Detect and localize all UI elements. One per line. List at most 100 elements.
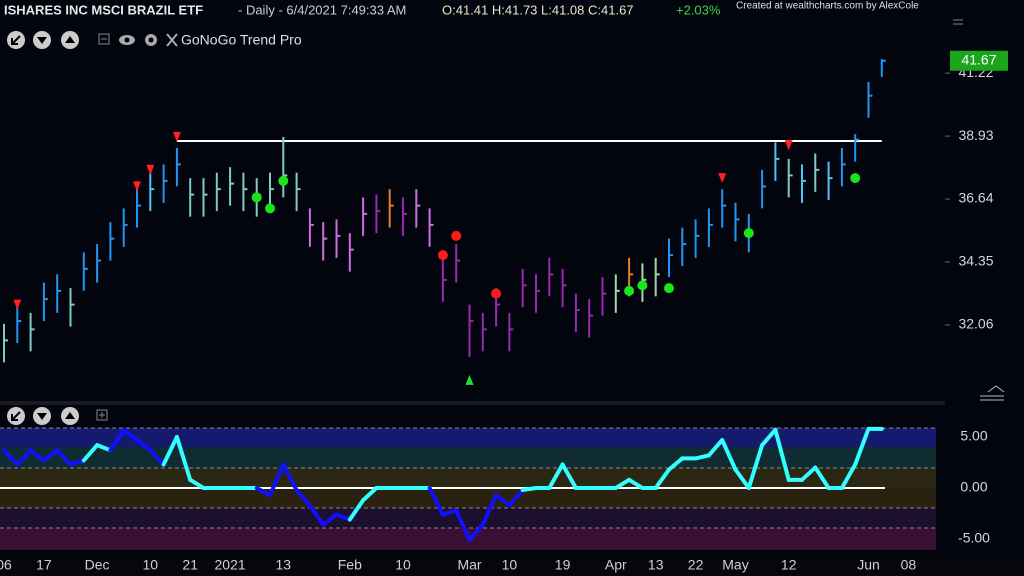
signal-dot	[451, 230, 462, 241]
y-tick-label: 38.93	[958, 127, 993, 143]
signal-dot	[491, 288, 502, 299]
x-tick-label: 08	[901, 557, 917, 573]
x-tick-label: 17	[36, 557, 52, 573]
signal-down	[784, 140, 793, 151]
oscillator-segment	[520, 485, 538, 493]
x-tick-label: Jun	[857, 557, 880, 573]
x-tick-label: 10	[502, 557, 518, 573]
x-tick-label: Dec	[85, 557, 110, 573]
oscillator-segment	[55, 448, 73, 467]
x-tick-label: 21	[182, 557, 198, 573]
oscillator-segment	[800, 465, 818, 482]
axis-icon	[953, 19, 963, 25]
x-tick-label: 22	[688, 557, 704, 573]
x-tick-label: 12	[781, 557, 797, 573]
lower-toolbar[interactable]	[7, 407, 108, 425]
oscillator-segment	[480, 493, 499, 527]
last-price-label: 41.67	[961, 51, 996, 67]
oscillator-segment	[174, 434, 193, 482]
oscillator-segment	[95, 443, 113, 453]
oscillator-zones	[0, 427, 936, 550]
oscillator-segment	[746, 443, 765, 490]
signal-down	[133, 181, 141, 192]
oscillator-segment	[773, 427, 791, 482]
signal-down	[718, 173, 727, 184]
oscillator-segment	[2, 448, 20, 467]
x-tick-label: May	[722, 557, 748, 573]
y-tick-label: 0.00	[960, 479, 987, 495]
x-tick-label: Apr	[605, 557, 627, 573]
indicator-name: GoNoGo Trend Pro	[181, 32, 302, 48]
x-tick-label: Mar	[457, 557, 481, 573]
signal-down	[172, 131, 181, 142]
oscillator-segment	[454, 508, 472, 543]
change: +2.03%	[676, 2, 721, 17]
signal-dot	[251, 192, 262, 203]
oscillator-segment	[334, 512, 352, 522]
oscillator-segment	[135, 438, 153, 453]
oscillator-segment	[254, 485, 272, 498]
subtitle: - Daily - 6/4/2021 7:49:33 AM	[238, 2, 406, 17]
oscillator-segment	[667, 456, 685, 472]
oscillator-segment	[81, 443, 100, 463]
x-axis-strip	[0, 553, 1024, 576]
oscillator-segment	[121, 427, 139, 443]
oscillator-segment	[839, 462, 858, 490]
oscillator-segment	[294, 488, 312, 508]
oscillator-segment	[15, 448, 33, 467]
oscillator-segment	[507, 488, 525, 508]
oscillator-segment	[188, 477, 206, 490]
oscillator-segment	[760, 427, 778, 448]
oscillator-segment	[361, 485, 379, 503]
toolbar[interactable]	[7, 31, 178, 49]
oscillator-segment	[268, 462, 286, 498]
axis-icon	[980, 385, 1005, 401]
oscillator-segment	[494, 493, 512, 508]
oscillator-segment	[813, 465, 831, 490]
ohlc-text: O:41.41 H:41.73 L:41.08 C:41.67	[442, 2, 634, 17]
x-tick-label: 10	[143, 557, 159, 573]
oscillator-segment	[613, 477, 632, 490]
signal-dot	[437, 250, 448, 261]
y-tick-label: 5.00	[960, 428, 987, 444]
signal-dot	[664, 283, 674, 294]
x-tick-label: 13	[648, 557, 664, 573]
panel-divider	[0, 401, 945, 405]
signal-dot	[265, 203, 275, 214]
oscillator-segment	[653, 467, 671, 490]
oscillator-segment	[560, 462, 578, 490]
oscillator-segment	[307, 503, 326, 527]
y-tick-label: 34.35	[958, 253, 993, 269]
signal-dot	[278, 175, 289, 186]
x-tick-label: 10	[395, 557, 411, 573]
oscillator-segment	[161, 434, 179, 467]
credit: Created at wealthcharts.com by AlexCole	[736, 1, 919, 12]
oscillator-segment	[440, 508, 459, 517]
oscillator-segment	[853, 426, 871, 467]
oscillator-segment	[427, 485, 445, 517]
oscillator-segment	[467, 522, 485, 543]
signal-up	[465, 374, 474, 385]
y-tick-label: -5.00	[958, 530, 990, 546]
x-tick-label: Feb	[338, 557, 362, 573]
oscillator-segment	[68, 458, 86, 467]
signal-dot	[850, 173, 861, 184]
x-tick-label: 13	[276, 557, 292, 573]
y-tick-label: 36.64	[958, 190, 993, 206]
signal-dot	[637, 280, 648, 291]
oscillator-segment	[733, 467, 751, 490]
oscillator-segment	[321, 512, 339, 527]
signal-down	[13, 299, 22, 310]
chart-title: ISHARES INC MSCI BRAZIL ETF	[4, 2, 203, 17]
signal-down	[146, 164, 155, 175]
oscillator-segment	[627, 477, 645, 490]
signal-dot	[624, 285, 635, 296]
x-tick-label: 19	[555, 557, 571, 573]
last-price-box	[950, 50, 1008, 71]
x-tick-label: 06	[0, 557, 12, 573]
oscillator-segment	[706, 438, 725, 458]
oscillator-segment	[281, 462, 299, 493]
oscillator-segment	[720, 438, 738, 472]
y-tick-label: 32.06	[958, 316, 993, 332]
